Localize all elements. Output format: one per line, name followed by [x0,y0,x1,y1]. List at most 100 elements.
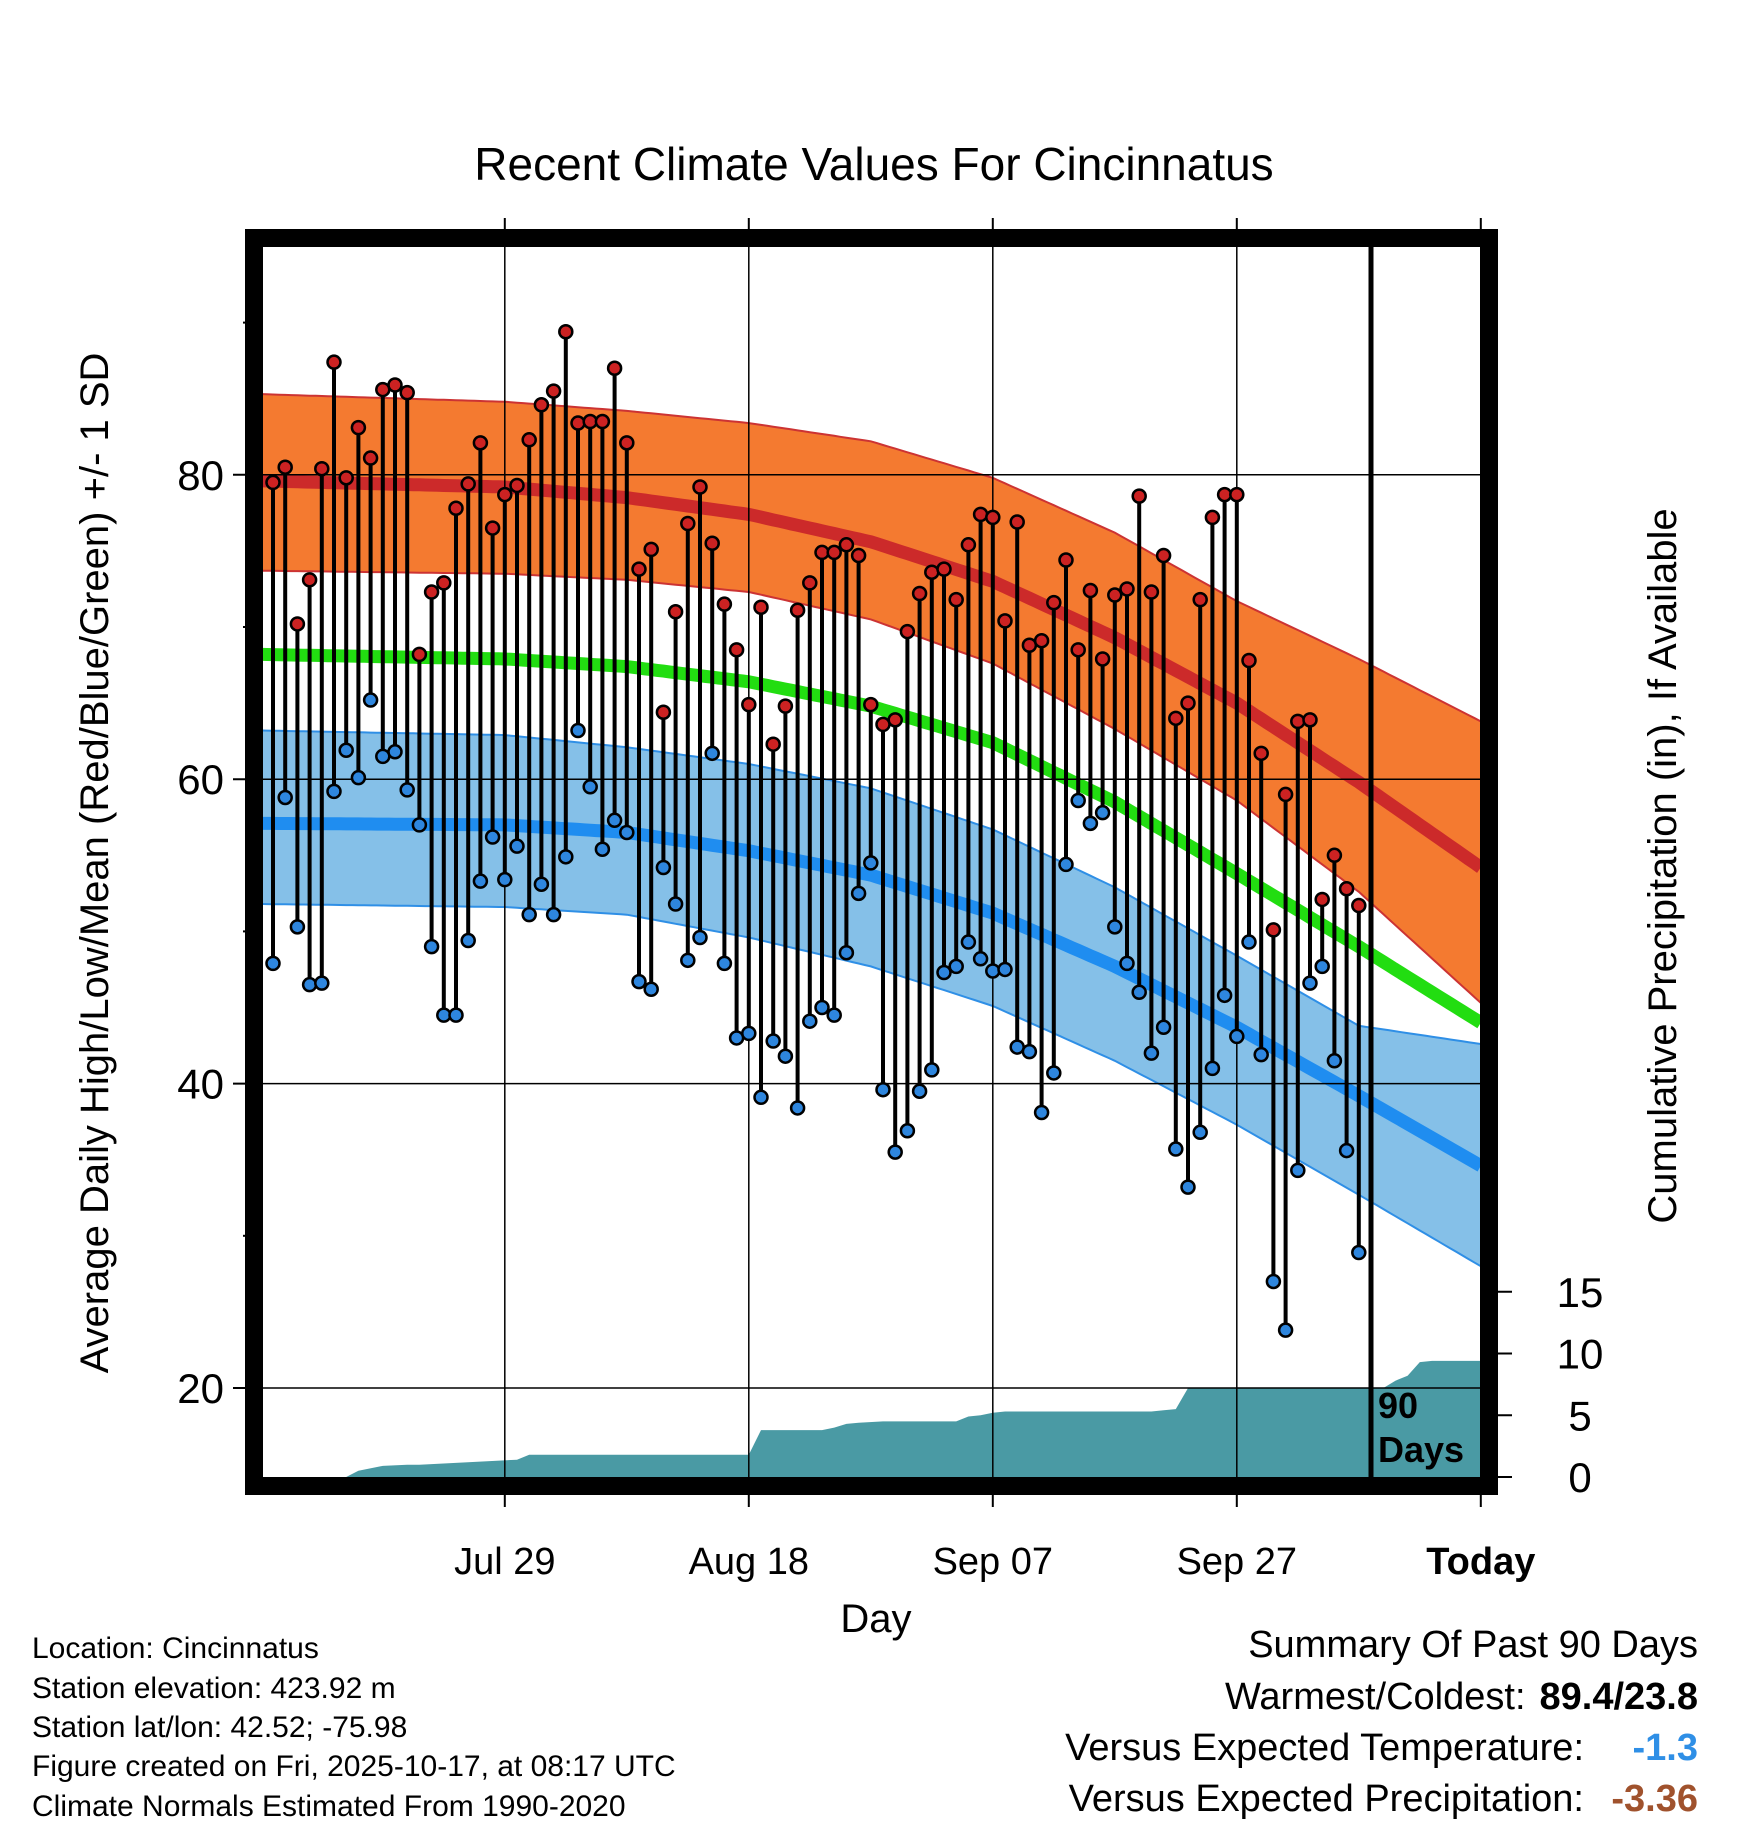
daily-low-point [985,963,1001,979]
daily-low-point [1180,1179,1196,1195]
daily-low-point [1094,804,1111,821]
daily-high-point [1033,632,1050,649]
daily-high-point [460,476,476,492]
y2-tick-label: 10 [1557,1331,1604,1378]
normal-low-line [263,816,1480,1172]
daily-low-point [1131,984,1147,1001]
x-tick-label: Sep 27 [1177,1541,1297,1583]
summary-warm-cold-label: Warmest/Coldest: [1224,1676,1526,1718]
daily-low-point [545,906,562,923]
daily-low-point [716,955,733,972]
daily-low-point [1143,1045,1160,1061]
daily-high-point [533,397,550,413]
daily-high-point [948,591,964,608]
daily-low-point [1338,1142,1355,1159]
x-tick-label: Sep 07 [933,1541,1053,1583]
plot-frame [245,229,1498,1495]
daily-high-point [1253,745,1269,762]
daily-high-point [826,544,842,561]
daily-high-point [570,415,586,431]
daily-low-point [1277,1322,1294,1338]
daily-low-point [704,745,720,762]
daily-high-point [1070,642,1086,658]
daily-high-point [509,477,525,494]
summary-precipitation-value: -3.36 [1611,1778,1698,1820]
daily-low-point [606,812,623,829]
daily-low-point [1021,1043,1038,1060]
daily-low-point [558,849,574,865]
summary-warm-cold-value: 89.4/23.8 [1539,1676,1698,1718]
daily-low-point [338,742,354,759]
summary-heading: Summary Of Past 90 Days [1248,1624,1698,1666]
daily-low-point [1314,958,1330,975]
summary-warm-cold: Warmest/Coldest: 89.4/23.8 [1225,1678,1698,1716]
summary-temperature-value: -1.3 [1632,1727,1698,1769]
daily-low-point [631,973,647,990]
daily-low-point [1229,1028,1245,1045]
daily-low-point [533,876,550,892]
daily-low-point [863,855,879,871]
daily-low-point [582,779,598,795]
daily-high-point [338,470,354,486]
daily-low-point [948,958,964,975]
y-tick-label: 60 [177,756,224,803]
daily-high-point [753,599,769,615]
daily-low-point [570,722,586,739]
daily-low-point [972,951,989,967]
daily-low-point [1253,1046,1269,1063]
daily-low-point [1119,955,1135,972]
daily-low-point [1107,919,1123,935]
daily-high-point [643,541,659,558]
daily-high-point [594,413,611,430]
daily-low-point [960,934,977,950]
daily-high-point [1168,710,1184,727]
daily-low-point [387,744,403,760]
daily-high-point [1204,509,1221,526]
daily-low-point [838,944,855,961]
daily-low-point [423,938,440,955]
x-tick-label: Today [1426,1541,1535,1583]
y-axis-title: Average Daily High/Low/Mean (Red/Blue/Gr… [73,353,117,1374]
today-marker-label: 90 Days [1378,1385,1464,1470]
daily-low-point [460,932,476,949]
chart-title: Recent Climate Values For Cincinnatus [474,138,1273,190]
daily-low-point [814,999,830,1016]
daily-low-point [399,782,415,798]
daily-low-point [1241,934,1257,950]
daily-low-point [680,952,696,969]
axes: Jul 29 Aug 18 Sep 07 Sep 27 Today 20 40 60 80 0 5 1… [177,218,1603,1583]
daily-high-point [692,479,708,495]
daily-low-point [509,838,525,854]
today-marker-label-line: Days [1378,1429,1464,1470]
daily-high-point [887,712,903,728]
cumulative-precip-area [263,1360,1480,1477]
daily-high-point [326,354,342,370]
daily-low-point [1046,1065,1062,1081]
daily-low-point [887,1144,903,1160]
daily-high-point [1192,591,1208,608]
footer-latlon: Station lat/lon: 42.52; -75.98 [32,1711,408,1744]
daily-high-point [423,584,440,600]
daily-low-point [411,817,428,833]
daily-high-point [1277,786,1294,803]
daily-high-point [1351,897,1367,914]
daily-high-point [350,419,367,436]
daily-high-point [399,384,415,401]
daily-low-point [497,871,513,888]
daily-low-point [1192,1124,1208,1141]
daily-low-point [1082,815,1099,832]
daily-high-point [387,377,403,393]
normal-high-lower-edge [263,569,1480,1004]
daily-low-point [777,1048,794,1064]
daily-low-point [289,919,306,935]
daily-low-point [594,841,611,857]
daily-low-point [911,1083,928,1099]
daily-low-point [924,1062,940,1078]
daily-low-point [1290,1162,1306,1179]
daily-high-point [1314,891,1330,908]
daily-high-point [362,450,379,466]
daily-high-point [1009,514,1025,530]
daily-low-point [899,1123,916,1139]
daily-low-point [667,896,684,912]
daily-low-point [1168,1141,1184,1157]
